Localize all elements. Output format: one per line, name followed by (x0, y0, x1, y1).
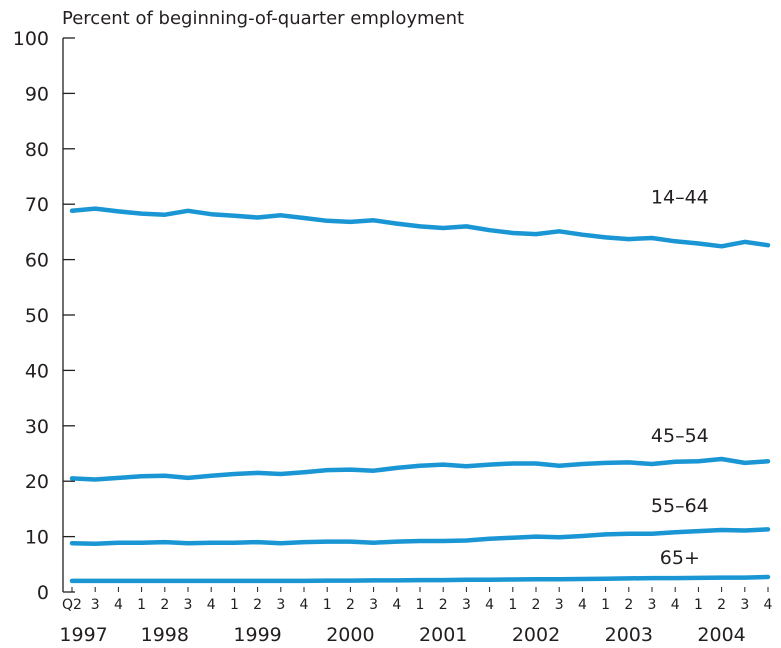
quarter-label: 2 (160, 597, 169, 613)
year-label: 2002 (512, 624, 560, 646)
y-tick-label: 30 (25, 416, 49, 438)
quarter-label: 1 (323, 597, 332, 613)
quarter-label: 4 (300, 597, 309, 613)
y-tick-label: 70 (25, 194, 49, 216)
y-tick-label: 40 (25, 360, 49, 382)
quarter-label: 4 (392, 597, 401, 613)
series-line (69, 456, 771, 482)
quarter-label: 1 (694, 597, 703, 613)
quarter-label: 1 (137, 597, 146, 613)
quarter-label: 2 (624, 597, 633, 613)
series-label: 55–64 (651, 495, 709, 517)
quarter-label: 2 (253, 597, 262, 613)
year-label: 1998 (141, 624, 189, 646)
quarter-label: 3 (648, 597, 657, 613)
axes (62, 37, 769, 593)
y-tick-label: 60 (25, 250, 49, 272)
quarter-label: 4 (485, 597, 494, 613)
quarter-label: 3 (462, 597, 471, 613)
y-tick-label: 10 (25, 527, 49, 549)
year-label: 2000 (326, 624, 374, 646)
quarter-label: 3 (369, 597, 378, 613)
series-line (69, 574, 771, 584)
quarter-label: 2 (532, 597, 541, 613)
quarter-label: 1 (416, 597, 425, 613)
y-tick-label: 0 (37, 582, 49, 604)
quarter-label: 4 (114, 597, 123, 613)
quarter-label: 1 (508, 597, 517, 613)
y-tick-label: 80 (25, 139, 49, 161)
y-axis-label: Percent of beginning-of-quarter employme… (62, 8, 464, 29)
y-tick-label: 50 (25, 305, 49, 327)
series-label: 14–44 (651, 186, 709, 208)
quarter-label: 1 (601, 597, 610, 613)
quarter-label: 4 (207, 597, 216, 613)
y-tick-label: 90 (25, 83, 49, 105)
year-label: 2004 (697, 624, 745, 646)
y-tick-label: 100 (13, 28, 49, 50)
quarter-label: 2 (346, 597, 355, 613)
quarter-label: 4 (671, 597, 680, 613)
series-label: 45–54 (651, 425, 709, 447)
quarter-label: 3 (184, 597, 193, 613)
year-label: 2003 (605, 624, 653, 646)
quarter-label: 1 (230, 597, 239, 613)
quarter-label: 3 (276, 597, 285, 613)
quarter-label: 3 (740, 597, 749, 613)
quarter-label: Q2 (62, 597, 82, 613)
series-label: 65+ (660, 547, 700, 569)
series-line (69, 206, 771, 249)
quarter-label: 3 (555, 597, 564, 613)
year-label: 1997 (59, 624, 107, 646)
quarter-label: 2 (717, 597, 726, 613)
series-line (69, 527, 771, 547)
year-label: 1999 (233, 624, 281, 646)
y-tick-label: 20 (25, 471, 49, 493)
series-lines (69, 206, 771, 584)
quarter-label: 2 (439, 597, 448, 613)
year-label: 2001 (419, 624, 467, 646)
quarter-label: 4 (764, 597, 773, 613)
quarter-label: 4 (578, 597, 587, 613)
quarter-label: 3 (91, 597, 100, 613)
series-labels: 14–44 45–54 55–64 65+ (651, 186, 709, 569)
